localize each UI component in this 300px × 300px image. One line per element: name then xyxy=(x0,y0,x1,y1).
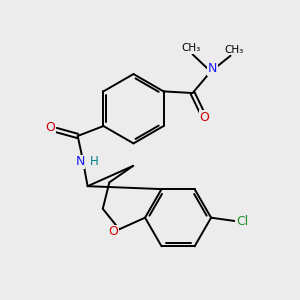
Text: O: O xyxy=(45,121,55,134)
Text: CH₃: CH₃ xyxy=(181,44,201,53)
Text: Cl: Cl xyxy=(236,214,248,227)
Text: O: O xyxy=(199,111,209,124)
Text: CH₃: CH₃ xyxy=(224,45,244,55)
Text: H: H xyxy=(90,155,99,168)
Text: N: N xyxy=(75,155,85,168)
Text: O: O xyxy=(108,225,118,239)
Text: N: N xyxy=(208,62,217,75)
